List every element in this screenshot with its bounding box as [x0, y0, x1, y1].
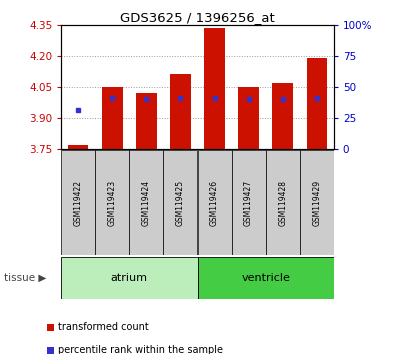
Text: GSM119428: GSM119428 [278, 180, 287, 225]
Bar [68, 144, 88, 149]
Text: GSM119422: GSM119422 [74, 180, 83, 225]
Text: GSM119423: GSM119423 [108, 179, 117, 226]
Bar [61, 150, 95, 255]
Bar [300, 150, 334, 255]
Text: GSM119429: GSM119429 [312, 179, 321, 226]
Bar [307, 58, 327, 149]
Bar [164, 150, 198, 255]
Text: GSM119424: GSM119424 [142, 179, 151, 226]
Text: GSM119425: GSM119425 [176, 179, 185, 226]
Text: GSM119426: GSM119426 [210, 179, 219, 226]
Bar [130, 150, 164, 255]
Bar [231, 150, 265, 255]
Bar [170, 74, 191, 149]
Text: percentile rank within the sample: percentile rank within the sample [58, 346, 223, 354]
Bar [198, 257, 334, 299]
Bar [95, 150, 130, 255]
Bar [102, 87, 122, 149]
Bar [204, 28, 225, 149]
Bar [239, 87, 259, 149]
Text: ventricle: ventricle [241, 273, 290, 283]
Text: transformed count: transformed count [58, 322, 149, 332]
Text: GSM119427: GSM119427 [244, 179, 253, 226]
Bar [273, 82, 293, 149]
Bar [198, 150, 231, 255]
Text: GDS3625 / 1396256_at: GDS3625 / 1396256_at [120, 11, 275, 24]
Text: atrium: atrium [111, 273, 148, 283]
Text: tissue ▶: tissue ▶ [4, 273, 46, 283]
Bar [136, 93, 156, 149]
Bar [265, 150, 300, 255]
Bar [61, 257, 197, 299]
